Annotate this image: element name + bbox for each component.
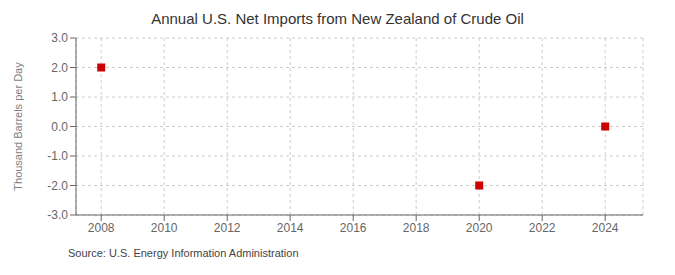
html-text:Annual U.S. Net Imports from N: Annual U.S. Net Imports from New Zealand… bbox=[151, 10, 524, 27]
svg-text:Thousand Barrels per Day: Thousand Barrels per Day bbox=[12, 62, 24, 191]
svg-text:2024: 2024 bbox=[592, 221, 619, 235]
svg-text:3.0: 3.0 bbox=[51, 31, 68, 45]
svg-text:2016: 2016 bbox=[340, 221, 367, 235]
svg-text:2008: 2008 bbox=[88, 221, 115, 235]
svg-text:0.0: 0.0 bbox=[51, 120, 68, 134]
svg-text:2010: 2010 bbox=[151, 221, 178, 235]
svg-text:-3.0: -3.0 bbox=[47, 208, 68, 222]
svg-text:2.0: 2.0 bbox=[51, 61, 68, 75]
svg-text:2012: 2012 bbox=[214, 221, 241, 235]
svg-text:2018: 2018 bbox=[403, 221, 430, 235]
svg-text:-2.0: -2.0 bbox=[47, 179, 68, 193]
svg-text:-1.0: -1.0 bbox=[47, 149, 68, 163]
html-text:Source: U.S. Energy Informatio: Source: U.S. Energy Information Administ… bbox=[68, 247, 299, 259]
svg-text:2022: 2022 bbox=[529, 221, 556, 235]
svg-text:2020: 2020 bbox=[466, 221, 493, 235]
svg-text:2014: 2014 bbox=[277, 221, 304, 235]
svg-text:1.0: 1.0 bbox=[51, 90, 68, 104]
